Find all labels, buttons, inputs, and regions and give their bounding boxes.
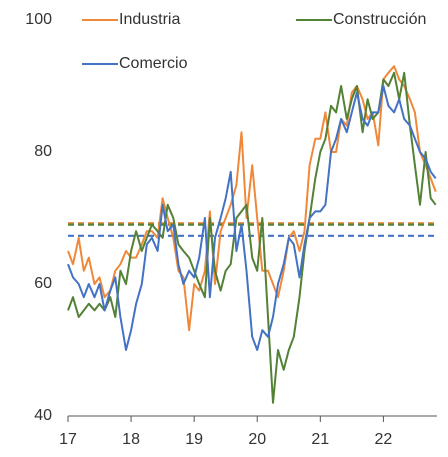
x-tick-label: 17 — [59, 431, 77, 448]
legend-label: Comercio — [119, 55, 188, 72]
x-tick-label: 21 — [311, 431, 329, 448]
y-tick-label: 60 — [34, 275, 52, 292]
x-tick-label: 18 — [122, 431, 140, 448]
y-tick-label: 40 — [34, 407, 52, 424]
x-tick-label: 20 — [248, 431, 266, 448]
y-tick-label: 100 — [25, 11, 52, 28]
series-line — [67, 71, 437, 404]
y-tick-label: 80 — [34, 143, 52, 160]
x-tick-label: 22 — [374, 431, 392, 448]
series-line — [67, 85, 437, 351]
legend-label: Construcción — [333, 11, 426, 28]
legend-label: Industria — [119, 11, 180, 28]
x-tick-label: 19 — [185, 431, 203, 448]
series-line — [67, 65, 437, 332]
